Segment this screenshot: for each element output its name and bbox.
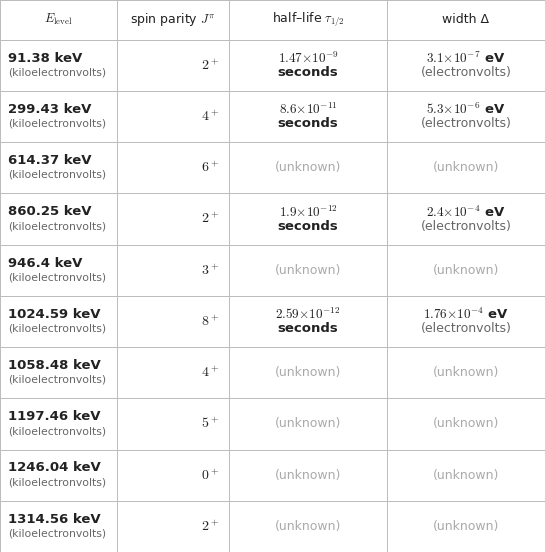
Text: (kiloelectronvolts): (kiloelectronvolts) bbox=[8, 170, 106, 180]
Text: (kiloelectronvolts): (kiloelectronvolts) bbox=[8, 119, 106, 129]
Text: (kiloelectronvolts): (kiloelectronvolts) bbox=[8, 529, 106, 539]
Text: (electronvolts): (electronvolts) bbox=[421, 66, 511, 79]
Text: $2^+$: $2^+$ bbox=[201, 519, 219, 534]
Text: $2.59{\times}10^{-12}$: $2.59{\times}10^{-12}$ bbox=[275, 306, 341, 322]
Text: spin parity $J^{\pi}$: spin parity $J^{\pi}$ bbox=[130, 12, 216, 28]
Text: $2^+$: $2^+$ bbox=[201, 211, 219, 226]
Text: 1314.56 keV: 1314.56 keV bbox=[8, 513, 101, 526]
Text: seconds: seconds bbox=[277, 66, 338, 79]
Text: 299.43 keV: 299.43 keV bbox=[8, 103, 92, 116]
Text: (kiloelectronvolts): (kiloelectronvolts) bbox=[8, 426, 106, 436]
Text: 614.37 keV: 614.37 keV bbox=[8, 154, 92, 167]
Text: (unknown): (unknown) bbox=[433, 417, 499, 431]
Text: (electronvolts): (electronvolts) bbox=[421, 322, 511, 335]
Text: $2^+$: $2^+$ bbox=[201, 58, 219, 73]
Text: (unknown): (unknown) bbox=[433, 520, 499, 533]
Text: 1058.48 keV: 1058.48 keV bbox=[8, 359, 101, 372]
Text: (unknown): (unknown) bbox=[433, 264, 499, 277]
Text: (kiloelectronvolts): (kiloelectronvolts) bbox=[8, 323, 106, 333]
Text: seconds: seconds bbox=[277, 220, 338, 233]
Text: $4^+$: $4^+$ bbox=[201, 109, 219, 124]
Text: 91.38 keV: 91.38 keV bbox=[8, 52, 82, 65]
Text: (unknown): (unknown) bbox=[433, 469, 499, 482]
Text: $6^+$: $6^+$ bbox=[201, 160, 219, 176]
Text: 1024.59 keV: 1024.59 keV bbox=[8, 308, 101, 321]
Text: 860.25 keV: 860.25 keV bbox=[8, 205, 92, 219]
Text: (unknown): (unknown) bbox=[275, 417, 341, 431]
Text: $3.1{\times}10^{-7}$ eV: $3.1{\times}10^{-7}$ eV bbox=[426, 50, 506, 66]
Text: (kiloelectronvolts): (kiloelectronvolts) bbox=[8, 67, 106, 77]
Text: $2.4{\times}10^{-4}$ eV: $2.4{\times}10^{-4}$ eV bbox=[426, 204, 506, 220]
Text: $1.76{\times}10^{-4}$ eV: $1.76{\times}10^{-4}$ eV bbox=[423, 306, 509, 322]
Text: $8.6{\times}10^{-11}$: $8.6{\times}10^{-11}$ bbox=[278, 102, 337, 117]
Text: $8^+$: $8^+$ bbox=[201, 314, 219, 329]
Text: (unknown): (unknown) bbox=[275, 469, 341, 482]
Text: (unknown): (unknown) bbox=[275, 161, 341, 174]
Text: half–life $\tau_{1/2}$: half–life $\tau_{1/2}$ bbox=[271, 11, 344, 29]
Text: (unknown): (unknown) bbox=[275, 520, 341, 533]
Text: (electronvolts): (electronvolts) bbox=[421, 117, 511, 130]
Text: $E_{\mathrm{level}}$: $E_{\mathrm{level}}$ bbox=[45, 12, 72, 28]
Text: 1197.46 keV: 1197.46 keV bbox=[8, 410, 101, 423]
Text: $0^+$: $0^+$ bbox=[201, 468, 219, 482]
Text: (unknown): (unknown) bbox=[433, 366, 499, 379]
Text: seconds: seconds bbox=[277, 117, 338, 130]
Text: (electronvolts): (electronvolts) bbox=[421, 220, 511, 233]
Text: $5.3{\times}10^{-6}$ eV: $5.3{\times}10^{-6}$ eV bbox=[426, 102, 506, 117]
Text: (kiloelectronvolts): (kiloelectronvolts) bbox=[8, 477, 106, 487]
Text: $5^+$: $5^+$ bbox=[201, 416, 219, 432]
Text: (unknown): (unknown) bbox=[433, 161, 499, 174]
Text: 946.4 keV: 946.4 keV bbox=[8, 257, 82, 269]
Text: (unknown): (unknown) bbox=[275, 264, 341, 277]
Text: $1.9{\times}10^{-12}$: $1.9{\times}10^{-12}$ bbox=[278, 204, 337, 220]
Text: $1.47{\times}10^{-9}$: $1.47{\times}10^{-9}$ bbox=[277, 50, 338, 66]
Text: width Δ: width Δ bbox=[443, 13, 489, 26]
Text: (kiloelectronvolts): (kiloelectronvolts) bbox=[8, 273, 106, 283]
Text: $4^+$: $4^+$ bbox=[201, 365, 219, 380]
Text: 1246.04 keV: 1246.04 keV bbox=[8, 461, 101, 475]
Text: (unknown): (unknown) bbox=[275, 366, 341, 379]
Text: $3^+$: $3^+$ bbox=[201, 263, 219, 278]
Text: seconds: seconds bbox=[277, 322, 338, 335]
Text: (kiloelectronvolts): (kiloelectronvolts) bbox=[8, 375, 106, 385]
Text: (kiloelectronvolts): (kiloelectronvolts) bbox=[8, 221, 106, 231]
